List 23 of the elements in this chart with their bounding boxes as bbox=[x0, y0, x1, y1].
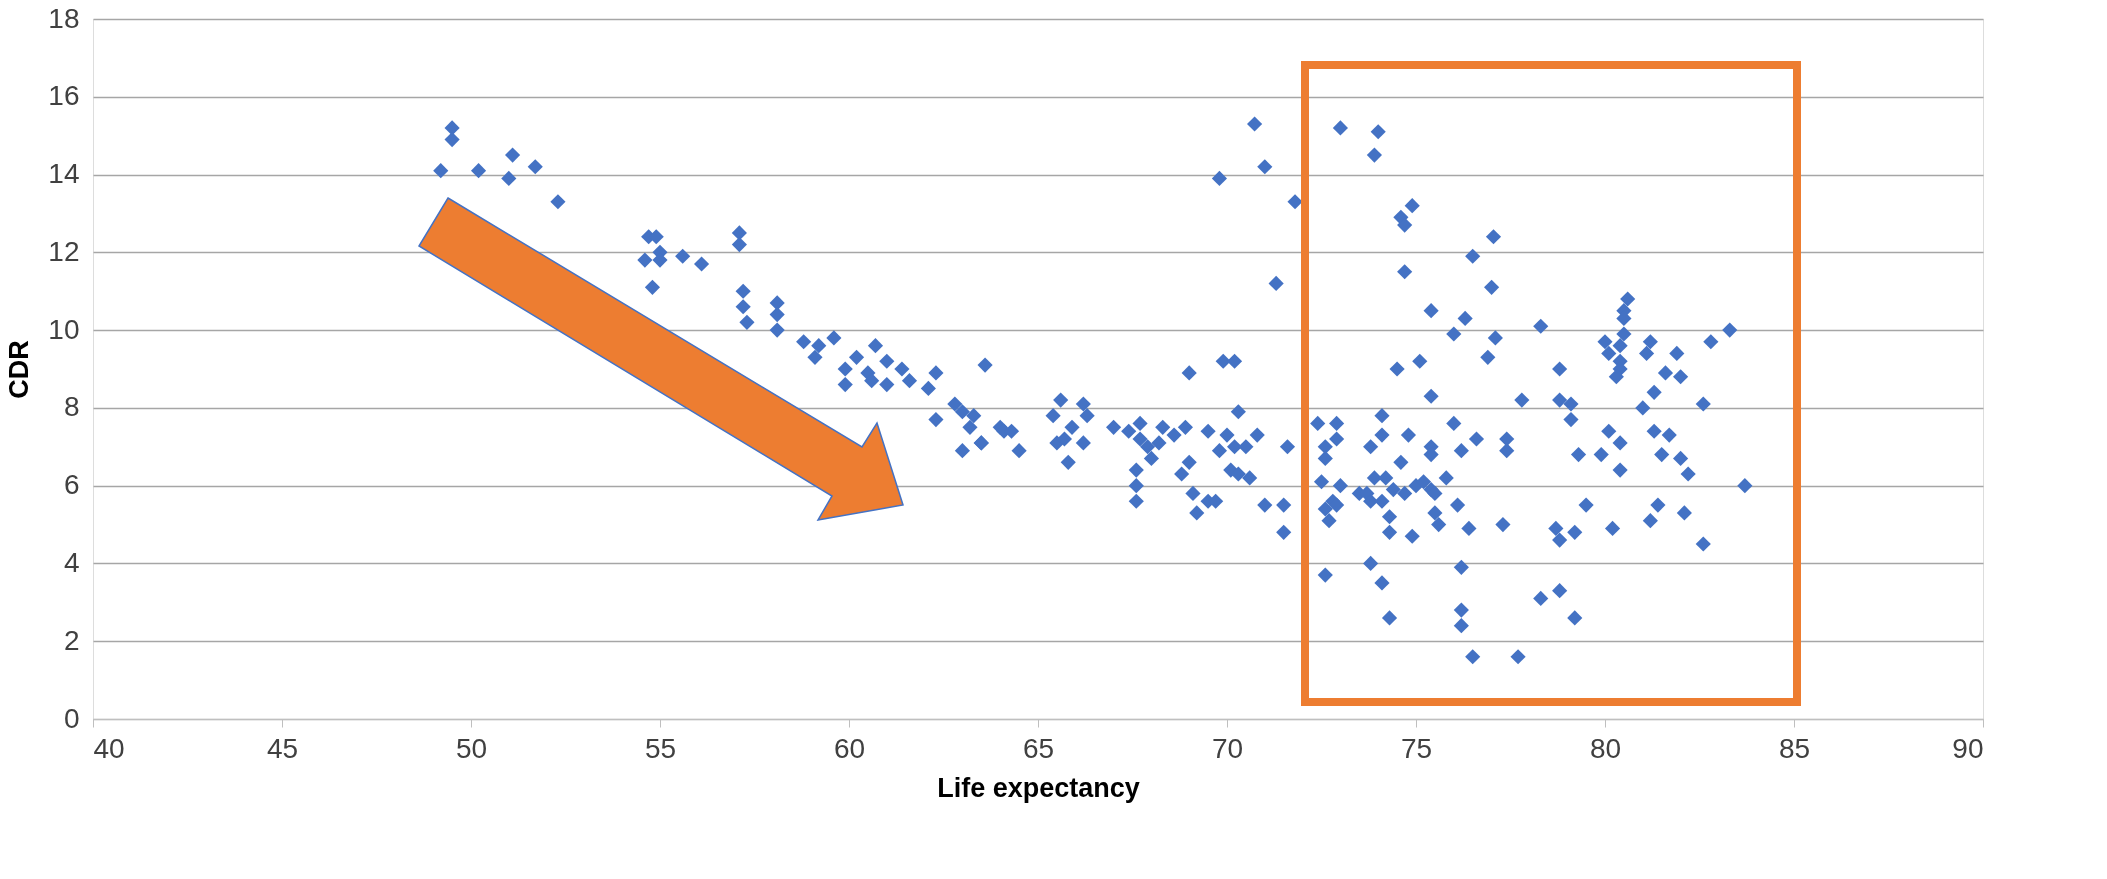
y-tick-label: 6 bbox=[63, 469, 80, 501]
y-axis-title: CDR bbox=[4, 340, 35, 399]
y-tick-label: 0 bbox=[63, 702, 80, 734]
x-tick-label: 75 bbox=[1400, 732, 1433, 764]
x-tick-label: 85 bbox=[1778, 732, 1811, 764]
x-tick-label: 90 bbox=[1952, 732, 1984, 764]
y-tick-label: 10 bbox=[48, 313, 80, 345]
x-tick-label: 50 bbox=[455, 732, 488, 764]
y-tick-label: 18 bbox=[48, 2, 80, 34]
x-tick-label: 60 bbox=[833, 732, 866, 764]
y-tick-label: 16 bbox=[48, 80, 80, 112]
y-tick-label: 8 bbox=[63, 391, 80, 423]
x-tick-label: 40 bbox=[93, 732, 125, 764]
y-tick-label: 14 bbox=[48, 158, 80, 190]
y-tick-label: 12 bbox=[48, 235, 80, 267]
x-tick-label: 65 bbox=[1022, 732, 1055, 764]
x-tick-label: 70 bbox=[1211, 732, 1244, 764]
x-axis-title: Life expectancy bbox=[937, 772, 1140, 803]
y-tick-label: 2 bbox=[63, 624, 80, 656]
x-tick-label: 80 bbox=[1589, 732, 1622, 764]
y-tick-label: 4 bbox=[63, 546, 80, 578]
x-tick-label: 45 bbox=[266, 732, 299, 764]
x-tick-label: 55 bbox=[644, 732, 677, 764]
